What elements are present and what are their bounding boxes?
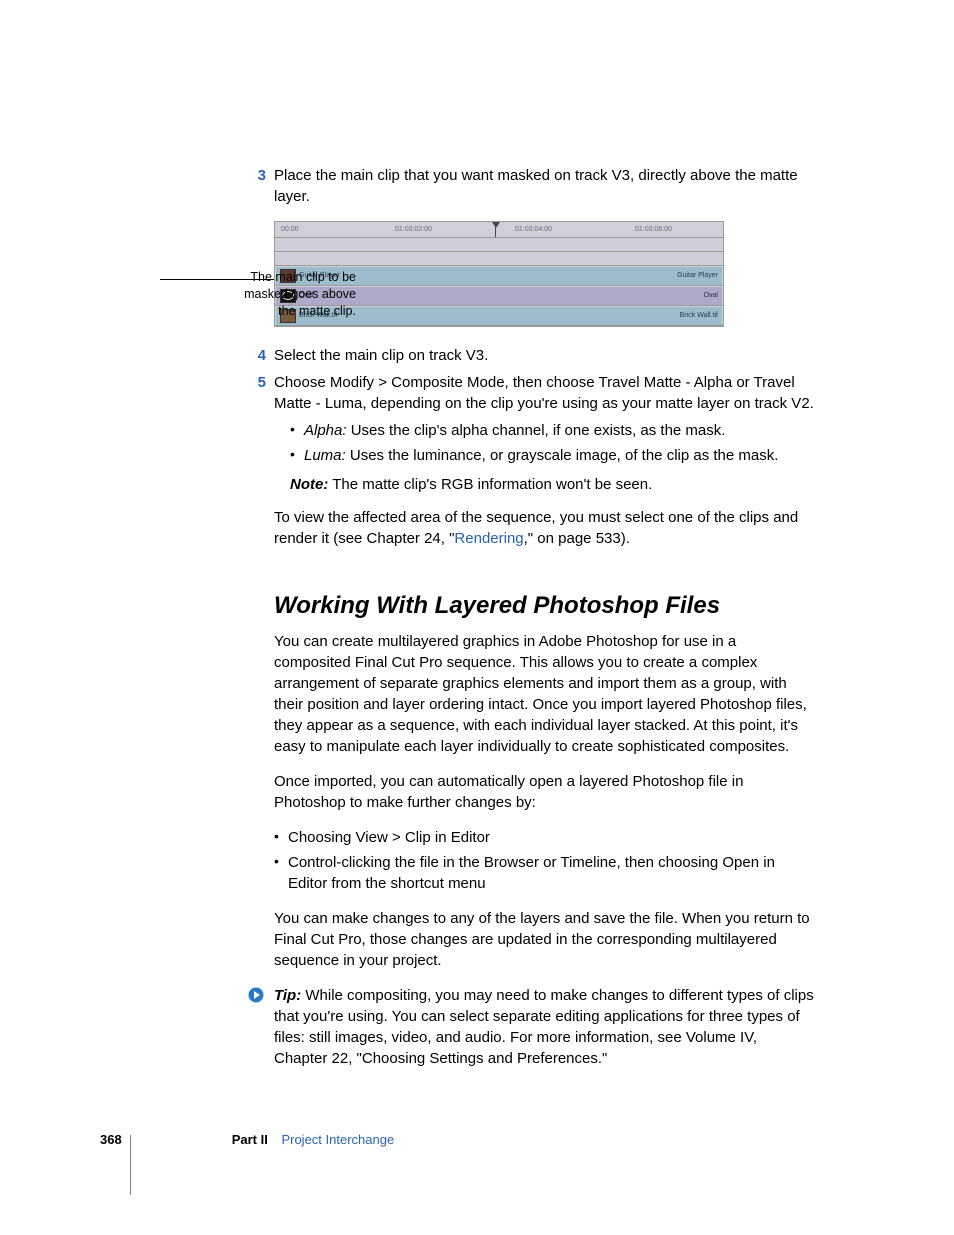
paragraph-3: You can make changes to any of the layer…	[274, 908, 814, 971]
tip-text: Tip: While compositing, you may need to …	[274, 985, 814, 1069]
bullet-alpha: • Alpha: Uses the clip's alpha channel, …	[290, 420, 814, 441]
step-3: 3 Place the main clip that you want mask…	[244, 165, 814, 207]
playhead-icon	[495, 222, 496, 237]
note-label: Note:	[290, 476, 328, 493]
tip-body: While compositing, you may need to make …	[274, 987, 814, 1067]
step-4: 4 Select the main clip on track V3.	[244, 345, 814, 366]
ruler-tick-4: 01:00:06:00	[635, 225, 672, 235]
render-instruction: To view the affected area of the sequenc…	[274, 507, 814, 549]
step-5-text: Choose Modify > Composite Mode, then cho…	[274, 372, 814, 414]
step-3-text: Place the main clip that you want masked…	[274, 165, 814, 207]
tip-icon	[248, 987, 268, 1069]
body-bullet-2-text: Control-clicking the file in the Browser…	[288, 852, 814, 894]
bullet-alpha-text: Alpha: Uses the clip's alpha channel, if…	[304, 420, 814, 441]
step-5: 5 Choose Modify > Composite Mode, then c…	[244, 372, 814, 414]
body-bullet-1-text: Choosing View > Clip in Editor	[288, 827, 490, 848]
step-4-number: 4	[244, 345, 266, 366]
body-bullet-1: • Choosing View > Clip in Editor	[274, 827, 814, 848]
timeline-ruler: 00:00 01:00:02:00 01:00:04:00 01:00:06:0…	[275, 222, 723, 238]
step-3-number: 3	[244, 165, 266, 207]
page-footer: 368 Part II Project Interchange	[100, 1131, 394, 1149]
bullet-luma-text: Luma: Uses the luminance, or grayscale i…	[304, 445, 814, 466]
bullet-dot-icon: •	[290, 420, 304, 441]
callout-leader-line	[160, 279, 274, 280]
track-spacer-top-2	[275, 252, 723, 266]
ruler-tick-2: 01:00:02:00	[395, 225, 432, 235]
figure-callout: The main clip to be masked goes above th…	[232, 269, 356, 320]
tip-row: Tip: While compositing, you may need to …	[248, 985, 814, 1069]
note-row: Note: The matte clip's RGB information w…	[290, 474, 814, 495]
clip-v1-label-right: Brick Wall.tif	[680, 311, 718, 321]
footer-divider	[130, 1135, 131, 1195]
tip-label: Tip:	[274, 987, 301, 1004]
clip-v2-label-right: Oval	[704, 291, 718, 301]
rendering-link[interactable]: Rendering	[454, 530, 523, 547]
step-4-text: Select the main clip on track V3.	[274, 345, 814, 366]
bullet-luma-label: Luma:	[304, 447, 346, 464]
timeline-figure: The main clip to be masked goes above th…	[274, 221, 814, 327]
footer-title: Project Interchange	[281, 1132, 394, 1147]
clip-v3-label-right: Guitar Player	[677, 271, 718, 281]
bullet-dot-icon: •	[290, 445, 304, 466]
bullet-luma: • Luma: Uses the luminance, or grayscale…	[290, 445, 814, 466]
footer-part: Part II	[232, 1132, 268, 1147]
document-page: 3 Place the main clip that you want mask…	[0, 0, 954, 1235]
note-text: The matte clip's RGB information won't b…	[328, 476, 652, 493]
footer-part-group: Part II Project Interchange	[232, 1131, 394, 1149]
paragraph-2: Once imported, you can automatically ope…	[274, 771, 814, 813]
bullet-dot-icon: •	[274, 852, 288, 894]
render-post: ," on page 533).	[524, 530, 630, 547]
track-spacer-top-1	[275, 238, 723, 252]
body-bullet-2: • Control-clicking the file in the Brows…	[274, 852, 814, 894]
bullet-luma-body: Uses the luminance, or grayscale image, …	[346, 447, 779, 464]
bullet-alpha-body: Uses the clip's alpha channel, if one ex…	[347, 422, 726, 439]
page-number: 368	[100, 1131, 122, 1149]
section-heading: Working With Layered Photoshop Files	[274, 589, 814, 623]
step-5-number: 5	[244, 372, 266, 414]
paragraph-1: You can create multilayered graphics in …	[274, 631, 814, 757]
bullet-alpha-label: Alpha:	[304, 422, 347, 439]
ruler-tick-1: 00:00	[281, 225, 299, 235]
bullet-dot-icon: •	[274, 827, 288, 848]
ruler-tick-3: 01:00:04:00	[515, 225, 552, 235]
